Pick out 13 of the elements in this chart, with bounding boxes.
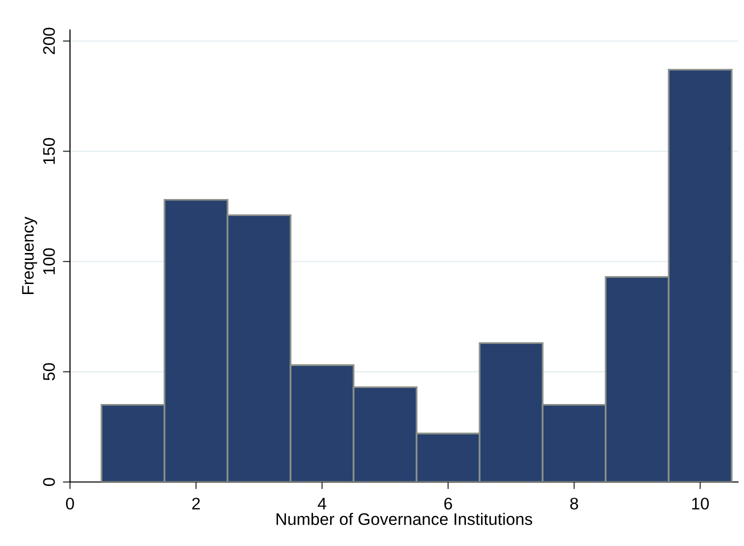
x-tick-label: 6 xyxy=(444,498,452,510)
y-axis-title: Frequency xyxy=(22,216,38,294)
y-tick-label: 200 xyxy=(43,28,55,54)
x-tick-label: 4 xyxy=(318,498,326,510)
y-tick-label: 100 xyxy=(43,248,55,274)
x-tick-label: 0 xyxy=(66,498,74,510)
x-tick-label: 10 xyxy=(692,498,709,510)
x-tick-label: 8 xyxy=(570,498,578,510)
x-axis-title: Number of Governance Institutions xyxy=(276,512,532,526)
x-tick-label: 2 xyxy=(192,498,200,510)
y-tick-label: 150 xyxy=(43,138,55,164)
y-tick-label: 50 xyxy=(43,363,55,380)
y-tick-label: 0 xyxy=(43,478,55,486)
